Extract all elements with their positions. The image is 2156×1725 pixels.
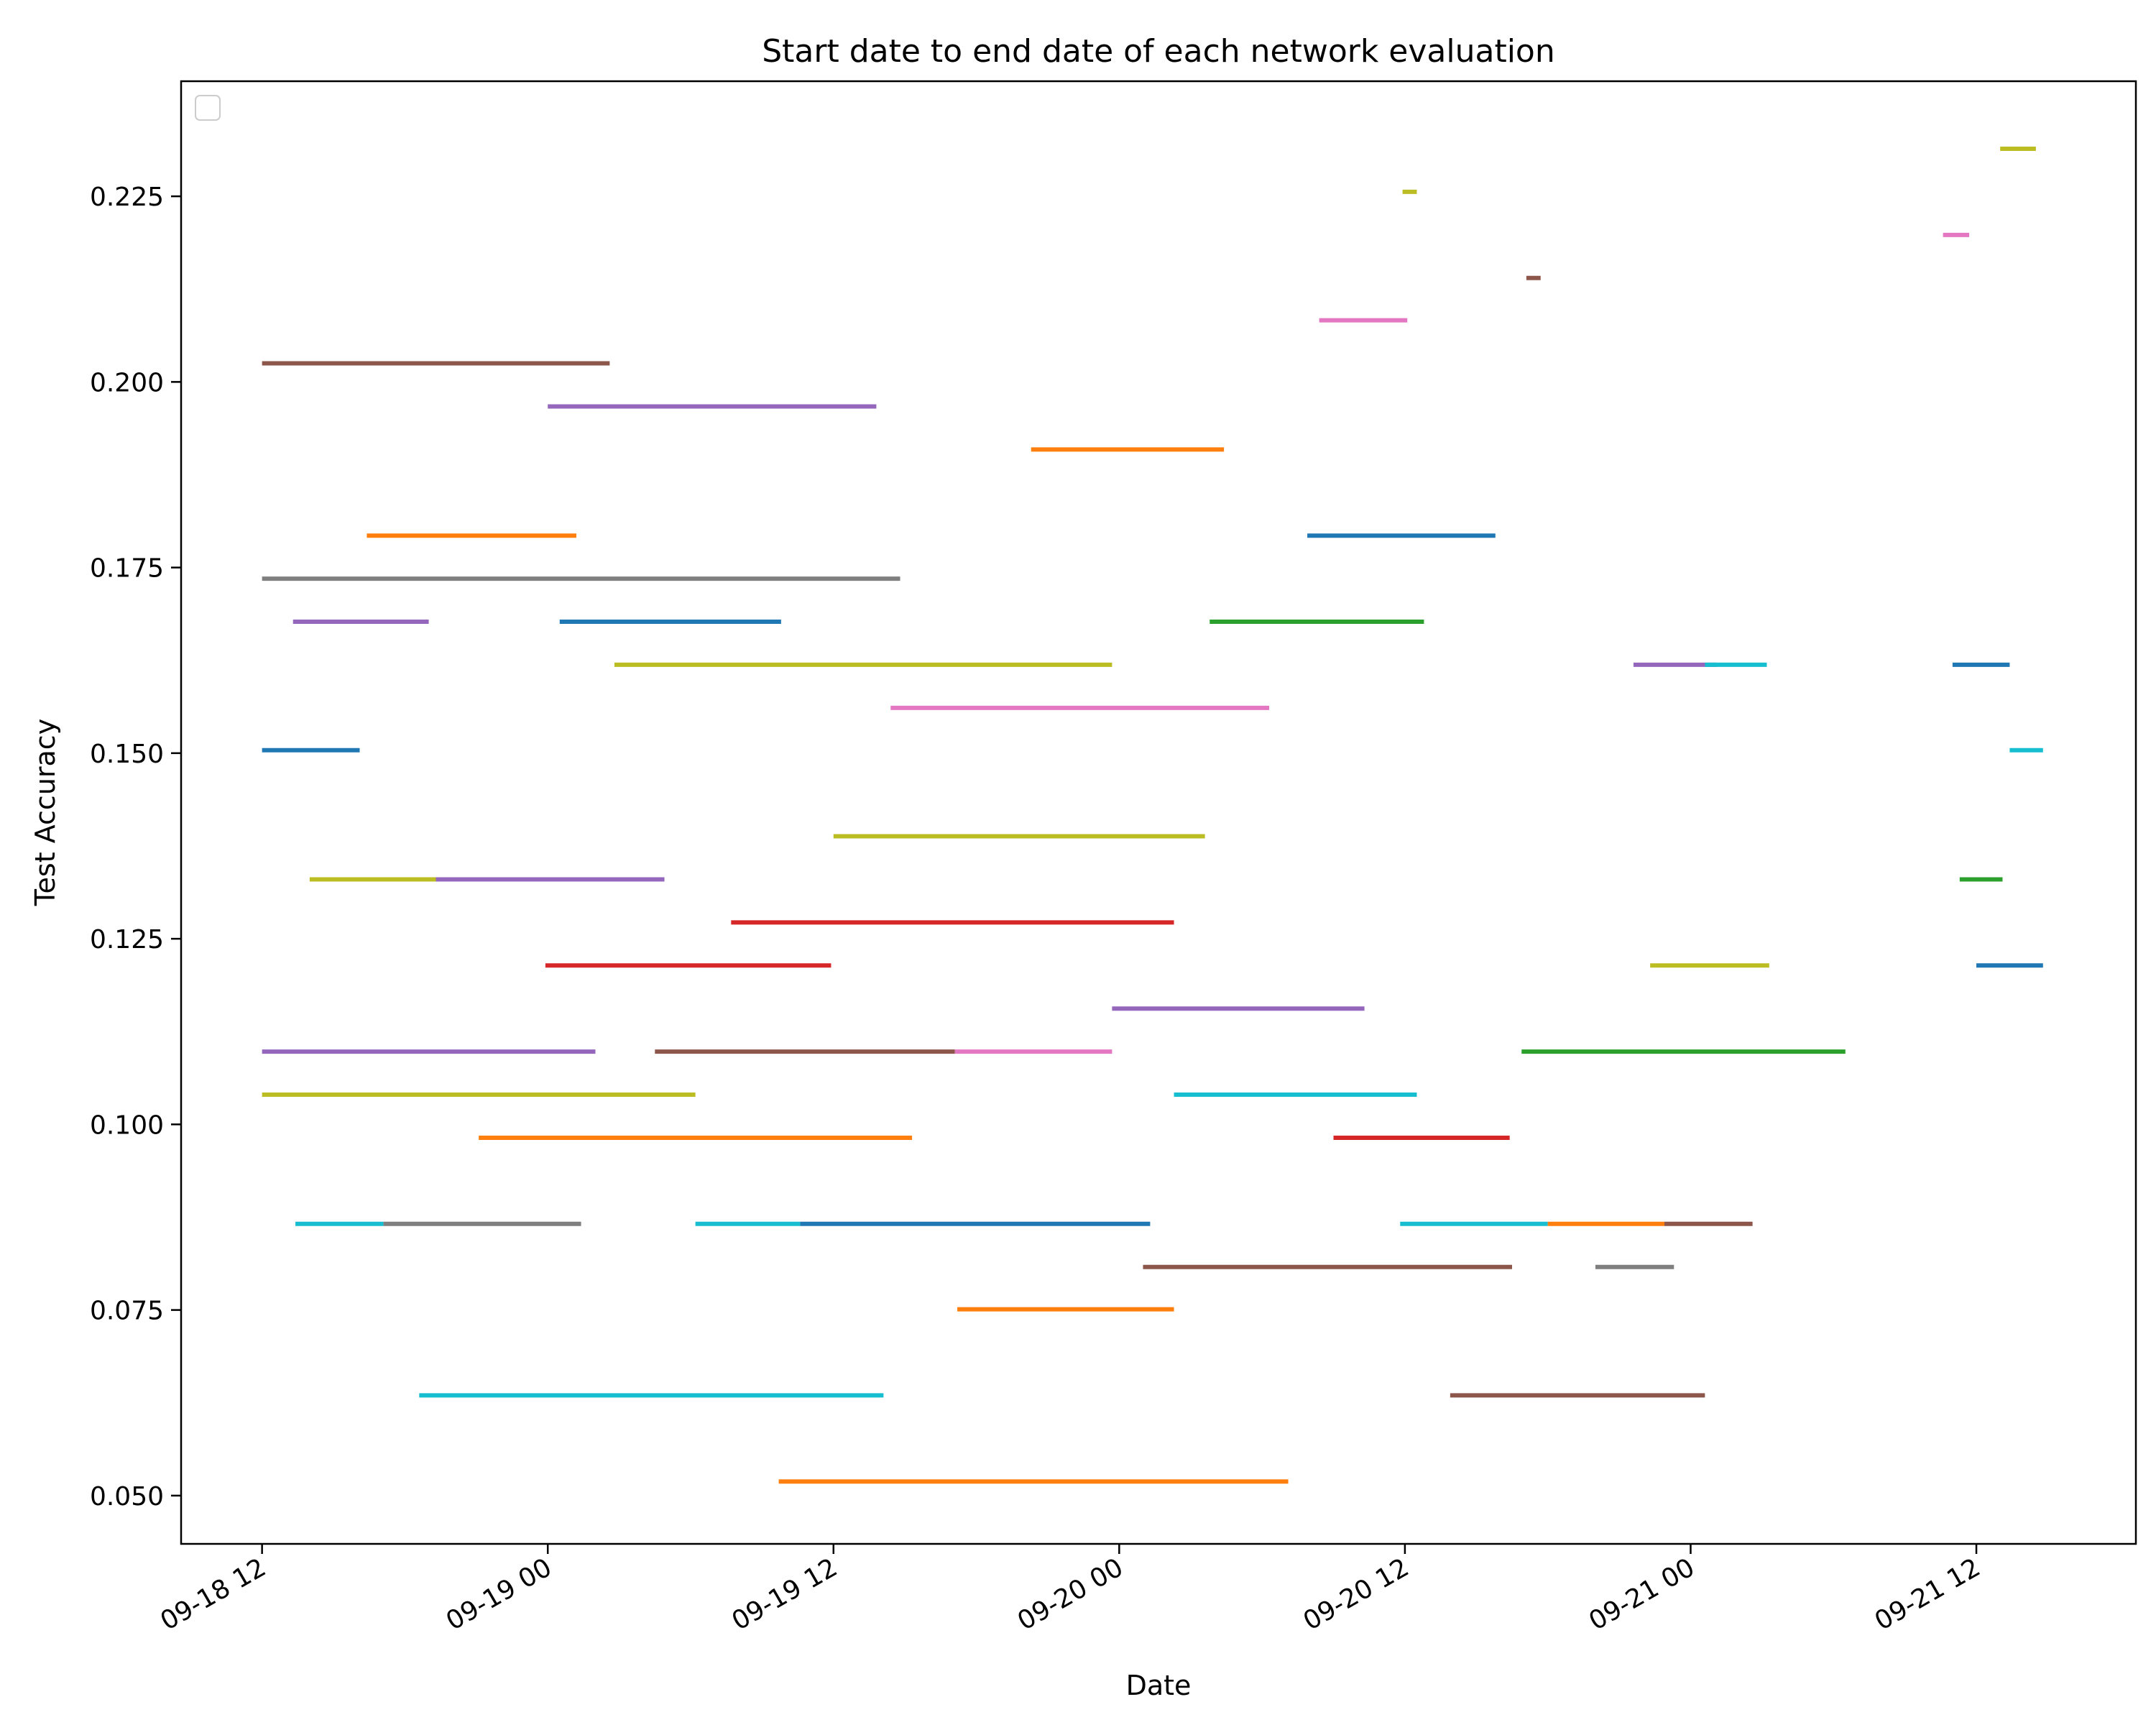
y-tick-label: 0.125 <box>90 925 164 954</box>
y-tick-label: 0.150 <box>90 740 164 769</box>
y-tick-label: 0.225 <box>90 183 164 212</box>
x-tick-label: 09-21 00 <box>1584 1552 1700 1636</box>
x-tick-label: 09-20 12 <box>1299 1552 1414 1636</box>
y-tick-label: 0.175 <box>90 554 164 584</box>
chart-title: Start date to end date of each network e… <box>762 33 1555 70</box>
x-tick-label: 09-18 12 <box>155 1552 271 1636</box>
x-tick-label: 09-20 00 <box>1013 1552 1128 1636</box>
y-tick-label: 0.050 <box>90 1482 164 1512</box>
x-tick-label: 09-21 12 <box>1870 1552 1986 1636</box>
y-tick-label: 0.200 <box>90 368 164 397</box>
y-axis: 0.050 0.075 0.100 0.125 0.150 0.175 0.200 0.225 <box>90 183 181 1512</box>
x-axis: 09-18 12 09-19 00 09-19 12 09-20 00 09-20 12… <box>155 1544 1986 1637</box>
y-tick-label: 0.075 <box>90 1297 164 1326</box>
y-tick-label: 0.100 <box>90 1110 164 1140</box>
x-tick-label: 09-19 00 <box>441 1552 557 1636</box>
y-axis-label: Test Accuracy <box>29 719 61 906</box>
x-axis-label: Date <box>1126 1670 1192 1701</box>
x-tick-label: 09-19 12 <box>727 1552 843 1636</box>
legend-box <box>195 95 221 121</box>
plot-frame <box>180 80 2137 1545</box>
segments-layer <box>262 147 2043 1484</box>
